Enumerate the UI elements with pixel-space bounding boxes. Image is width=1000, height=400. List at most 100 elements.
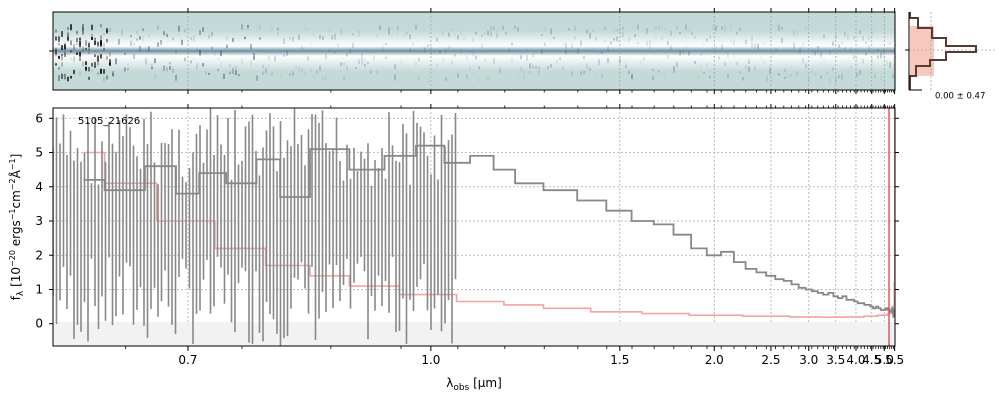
spectrum-2d-pixel xyxy=(535,24,537,27)
spectrum-2d-pixel xyxy=(763,42,765,45)
spectrum-2d-pixel xyxy=(70,24,72,31)
y-tick-label: 3 xyxy=(35,214,43,228)
spectrum-2d-pixel xyxy=(361,59,363,65)
spectrum-2d-pixel xyxy=(730,38,732,43)
spectrum-2d-pixel xyxy=(289,73,291,76)
spectrum-2d-pixel xyxy=(328,49,330,52)
spectrum-2d-pixel xyxy=(829,50,831,55)
spectrum-2d-pixel xyxy=(418,57,420,62)
spectrum-2d-pixel xyxy=(397,25,399,31)
spectrum-2d-pixel xyxy=(766,77,768,83)
spectrum-2d-pixel xyxy=(280,74,282,78)
profile-fill xyxy=(910,26,934,76)
spectrum-2d-pixel xyxy=(571,71,573,76)
spectrum-2d-pixel xyxy=(100,24,102,28)
spectrum-2d-pixel xyxy=(145,58,147,65)
spectrum-2d-pixel xyxy=(178,25,180,32)
spectrum-2d-pixel xyxy=(376,34,378,38)
x-tick-label: 4.0 xyxy=(846,353,865,367)
spectrum-2d-pixel xyxy=(58,67,60,70)
spectrum-2d-pixel xyxy=(775,52,777,54)
spectrum-2d-pixel xyxy=(619,28,621,34)
x-tick-label: 5.5 xyxy=(885,353,904,367)
spectrum-2d-pixel xyxy=(736,61,738,66)
spectrum-2d-pixel xyxy=(55,48,57,55)
spectrum-2d-pixel xyxy=(775,47,777,51)
spectrum-2d-pixel xyxy=(823,59,825,65)
spectrum-2d-pixel xyxy=(799,47,801,54)
spectrum-2d-pixel xyxy=(283,38,285,44)
spectrum-2d-pixel xyxy=(331,35,333,40)
spectrum-2d-pixel xyxy=(211,32,213,37)
spectrum-2d-pixel xyxy=(433,28,435,32)
spectrum-2d-pixel xyxy=(769,67,771,73)
spectrum-2d-pixel xyxy=(886,58,888,61)
spectrum-2d-pixel xyxy=(325,75,327,80)
spectrum-2d-pixel xyxy=(133,53,135,59)
spectrum-2d-pixel xyxy=(325,54,327,60)
spectrum-2d-pixel xyxy=(754,65,756,71)
spectrum-2d-pixel xyxy=(229,71,231,75)
spectrum-2d-pixel xyxy=(670,30,672,36)
spectrum-2d-pixel xyxy=(157,42,159,47)
spectrum-2d-pixel xyxy=(253,56,255,60)
spectrum-2d-pixel xyxy=(313,76,315,79)
spectrum-2d-trace xyxy=(53,31,895,71)
spectrum-2d-pixel xyxy=(262,64,264,69)
spectrum-2d-pixel xyxy=(778,73,780,76)
spectrum-2d-pixel xyxy=(319,34,321,40)
spectrum-2d-pixel xyxy=(529,63,531,69)
spectrum-2d-pixel xyxy=(757,43,759,49)
spectrum-2d-pixel xyxy=(892,74,894,78)
spectrum-2d-pixel xyxy=(181,67,183,71)
spectrum-2d-pixel xyxy=(631,73,633,79)
spectrum-2d-pixel xyxy=(94,37,96,41)
spectrum-2d-pixel xyxy=(346,65,348,71)
spectrum-2d-pixel xyxy=(571,43,573,49)
spectrum-2d-pixel xyxy=(160,39,162,43)
spectrum-2d-pixel xyxy=(301,68,303,72)
spectrum-2d-pixel xyxy=(538,66,540,70)
uncertainty-line xyxy=(83,108,895,318)
spectrum-2d-pixel xyxy=(385,56,387,60)
spectrum-2d-pixel xyxy=(826,63,828,66)
spectrum-2d-pixel xyxy=(358,30,360,37)
spectrum-2d-pixel xyxy=(244,36,246,40)
spectrum-2d-pixel xyxy=(718,56,720,60)
spectrum-2d-pixel xyxy=(217,68,219,71)
spectrum-2d-pixel xyxy=(55,36,57,41)
spectrum-2d-pixel xyxy=(706,38,708,42)
spectrum-2d-pixel xyxy=(835,77,837,83)
spectrum-2d-pixel xyxy=(445,77,447,81)
spectrum-2d-pixel xyxy=(592,47,594,50)
spectrum-2d-pixel xyxy=(301,45,303,50)
spectrum-2d-pixel xyxy=(256,75,258,81)
spectrum-2d-pixel xyxy=(781,27,783,30)
spectrum-2d-pixel xyxy=(85,47,87,50)
spectrum-2d-pixel xyxy=(838,75,840,79)
spectrum-2d-pixel xyxy=(286,50,288,57)
spectrum-2d-pixel xyxy=(523,68,525,75)
spectrum-2d-pixel xyxy=(139,36,141,40)
spectrum-2d-pixel xyxy=(550,63,552,68)
spectrum-2d-pixel xyxy=(874,28,876,33)
spectrum-2d-pixel xyxy=(364,63,366,67)
spectrum-2d-pixel xyxy=(100,54,102,59)
spectrum-2d-pixel xyxy=(199,30,201,35)
spectrum-2d-pixel xyxy=(580,71,582,76)
spectrum-2d-pixel xyxy=(235,69,237,76)
spectrum-2d-pixel xyxy=(382,43,384,47)
spectrum-2d-pixel xyxy=(673,65,675,69)
spectrum-2d-pixel xyxy=(874,74,876,79)
spectrum-2d-pixel xyxy=(76,52,78,55)
spectrum-2d-pixel xyxy=(613,38,615,41)
spectrum-2d-pixel xyxy=(139,45,141,52)
spectrum-2d-pixel xyxy=(169,66,171,70)
spectrum-2d-pixel xyxy=(640,62,642,65)
spectrum-2d-pixel xyxy=(496,33,498,39)
spectrum-2d-pixel xyxy=(61,31,63,37)
spectrum-2d-pixel xyxy=(700,63,702,69)
spectrum-2d-pixel xyxy=(850,47,852,51)
spectrum-2d-pixel xyxy=(625,64,627,69)
spectrum-2d-pixel xyxy=(448,45,450,50)
